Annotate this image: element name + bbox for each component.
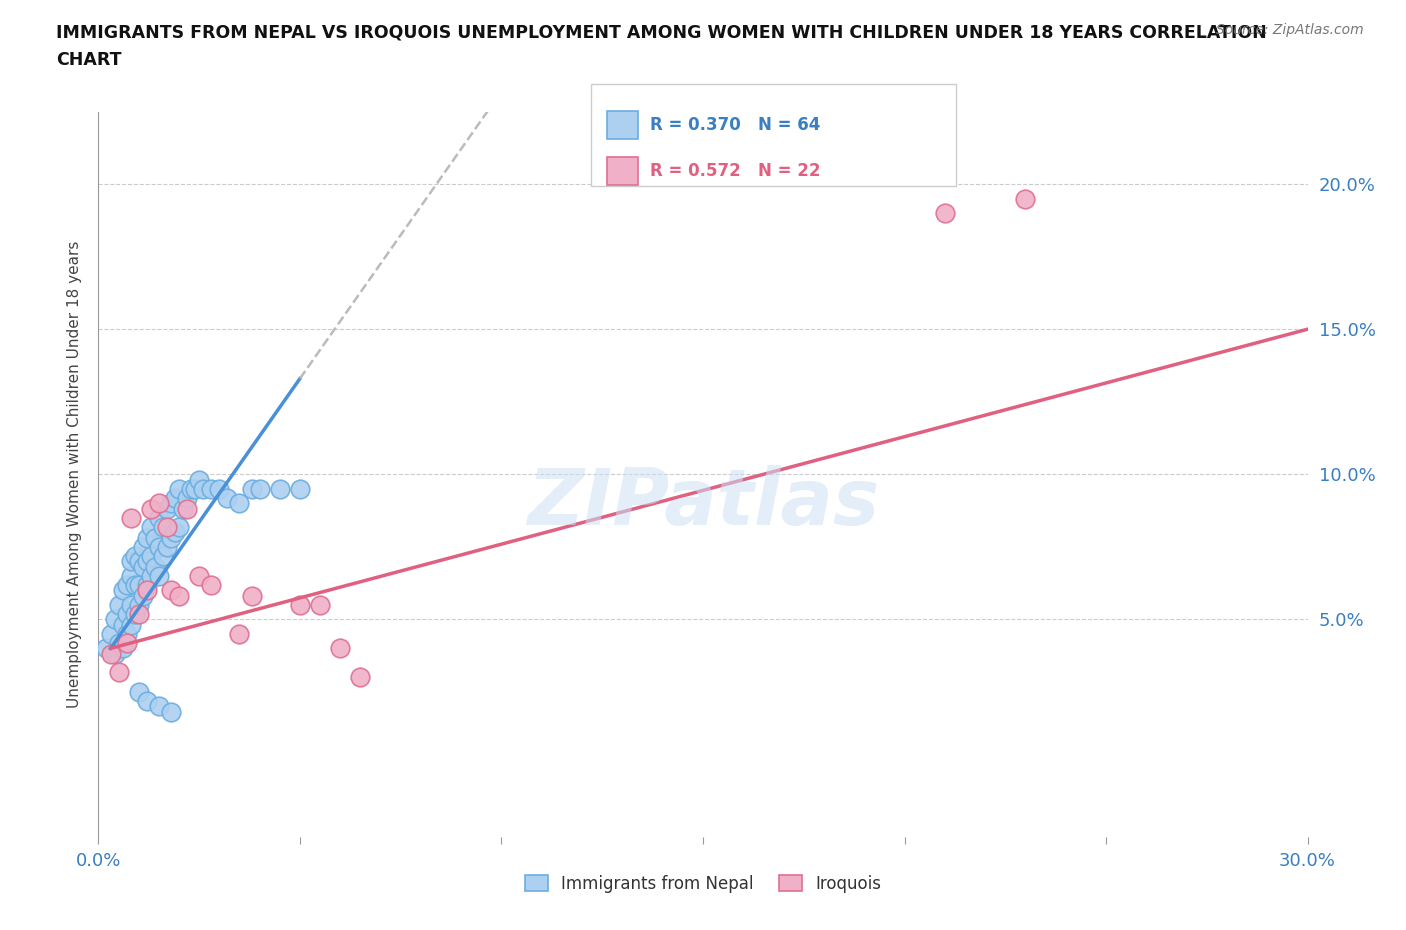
Point bbox=[135, 578, 157, 592]
Point bbox=[148, 511, 170, 525]
Point bbox=[115, 635, 138, 650]
Point bbox=[115, 606, 138, 621]
Point bbox=[128, 578, 150, 592]
Point bbox=[139, 548, 162, 563]
Point bbox=[288, 597, 311, 612]
Point bbox=[240, 589, 263, 604]
Point bbox=[111, 618, 134, 632]
Text: ZIPatlas: ZIPatlas bbox=[527, 465, 879, 541]
Point bbox=[135, 693, 157, 708]
Point bbox=[148, 699, 170, 714]
Point bbox=[148, 568, 170, 583]
Point bbox=[143, 531, 166, 546]
Point bbox=[124, 606, 146, 621]
Text: Source: ZipAtlas.com: Source: ZipAtlas.com bbox=[1216, 23, 1364, 37]
Y-axis label: Unemployment Among Women with Children Under 18 years: Unemployment Among Women with Children U… bbox=[67, 241, 83, 708]
Point bbox=[309, 597, 332, 612]
Point bbox=[184, 482, 207, 497]
Point bbox=[148, 496, 170, 511]
Point bbox=[249, 482, 271, 497]
Point bbox=[156, 519, 179, 534]
Text: IMMIGRANTS FROM NEPAL VS IROQUOIS UNEMPLOYMENT AMONG WOMEN WITH CHILDREN UNDER 1: IMMIGRANTS FROM NEPAL VS IROQUOIS UNEMPL… bbox=[56, 23, 1267, 41]
Point bbox=[288, 482, 311, 497]
Point bbox=[193, 482, 215, 497]
Point bbox=[163, 525, 186, 539]
Point bbox=[120, 511, 142, 525]
Point bbox=[139, 501, 162, 516]
Point bbox=[143, 560, 166, 575]
Legend: Immigrants from Nepal, Iroquois: Immigrants from Nepal, Iroquois bbox=[516, 867, 890, 901]
Point bbox=[152, 519, 174, 534]
Point bbox=[103, 612, 125, 627]
Point bbox=[124, 578, 146, 592]
Point bbox=[160, 531, 183, 546]
Point bbox=[148, 539, 170, 554]
Point bbox=[172, 501, 194, 516]
Point bbox=[107, 635, 129, 650]
Point bbox=[135, 554, 157, 569]
Point bbox=[160, 496, 183, 511]
Point bbox=[120, 597, 142, 612]
Point bbox=[163, 490, 186, 505]
Point bbox=[115, 627, 138, 642]
Point bbox=[228, 627, 250, 642]
Point bbox=[1014, 192, 1036, 206]
Point bbox=[167, 519, 190, 534]
Point bbox=[934, 206, 956, 220]
Point bbox=[96, 641, 118, 656]
Point bbox=[176, 490, 198, 505]
Point bbox=[176, 501, 198, 516]
Point bbox=[329, 641, 352, 656]
Point bbox=[152, 548, 174, 563]
Point bbox=[156, 501, 179, 516]
Text: R = 0.572   N = 22: R = 0.572 N = 22 bbox=[650, 162, 820, 179]
Point bbox=[115, 578, 138, 592]
Point bbox=[269, 482, 291, 497]
Point bbox=[188, 568, 211, 583]
Point bbox=[107, 664, 129, 679]
Point bbox=[111, 641, 134, 656]
Point bbox=[167, 482, 190, 497]
Text: CHART: CHART bbox=[56, 51, 122, 69]
Point bbox=[128, 606, 150, 621]
Point bbox=[167, 589, 190, 604]
Point bbox=[160, 705, 183, 720]
Point bbox=[111, 583, 134, 598]
Point bbox=[139, 519, 162, 534]
Point bbox=[132, 539, 155, 554]
Point bbox=[100, 627, 122, 642]
Point bbox=[120, 618, 142, 632]
Point bbox=[135, 531, 157, 546]
Point bbox=[156, 539, 179, 554]
Point bbox=[200, 482, 222, 497]
Point bbox=[160, 583, 183, 598]
Point bbox=[135, 583, 157, 598]
Point bbox=[240, 482, 263, 497]
Point bbox=[100, 646, 122, 661]
Point bbox=[128, 597, 150, 612]
Point bbox=[132, 589, 155, 604]
Point bbox=[120, 568, 142, 583]
Point bbox=[120, 554, 142, 569]
Point bbox=[107, 597, 129, 612]
Point bbox=[128, 554, 150, 569]
Point bbox=[208, 482, 231, 497]
Point bbox=[132, 560, 155, 575]
Point bbox=[228, 496, 250, 511]
Point bbox=[180, 482, 202, 497]
Point bbox=[188, 472, 211, 487]
Point bbox=[349, 670, 371, 684]
Point bbox=[217, 490, 239, 505]
Point bbox=[128, 684, 150, 699]
Text: R = 0.370   N = 64: R = 0.370 N = 64 bbox=[650, 115, 820, 134]
Point bbox=[124, 548, 146, 563]
Point bbox=[139, 568, 162, 583]
Point bbox=[103, 646, 125, 661]
Point bbox=[200, 578, 222, 592]
